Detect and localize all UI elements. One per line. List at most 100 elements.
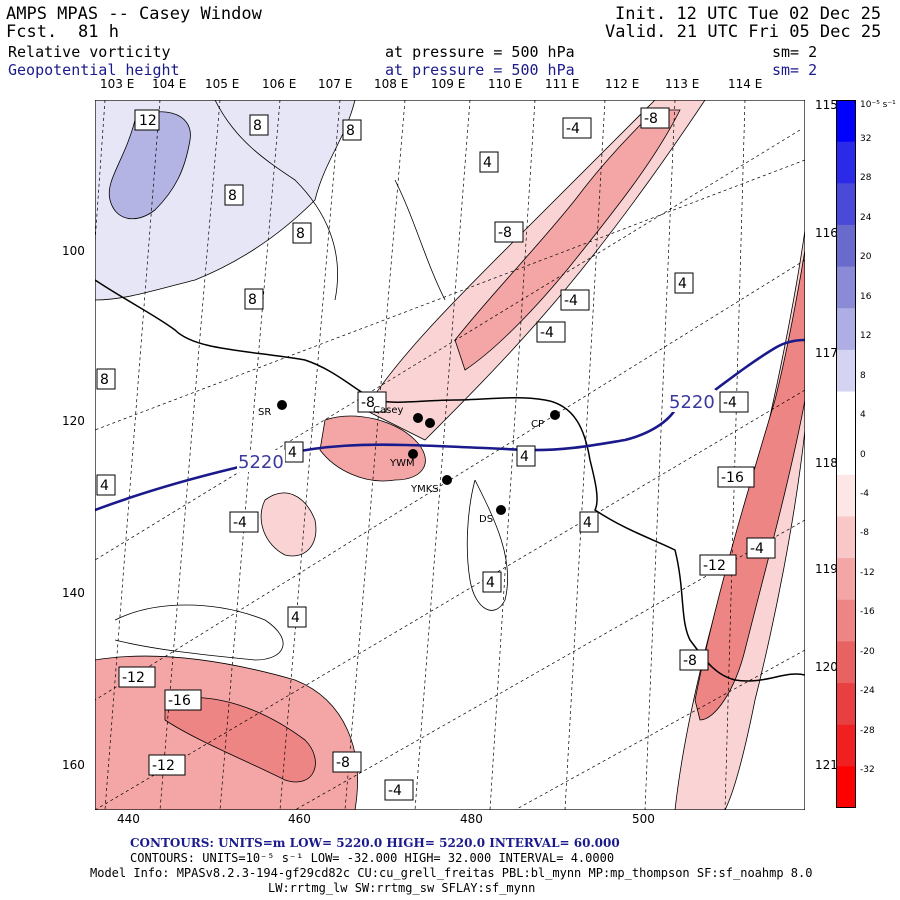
- contour-label: -16: [168, 693, 191, 709]
- positive-vorticity-core: [108, 111, 191, 219]
- station-label: SR: [258, 407, 271, 418]
- longitude-label: 110 E: [488, 77, 523, 91]
- station-marker: [550, 410, 560, 420]
- longitude-label: 114 E: [728, 77, 763, 91]
- station-label: DS: [479, 514, 493, 525]
- longitude-label: 113 E: [665, 77, 700, 91]
- contour-label: -12: [122, 670, 145, 686]
- station-label: CP: [531, 419, 544, 430]
- contour-label: -4: [388, 783, 402, 799]
- field-vorticity: Relative vorticity: [8, 43, 171, 61]
- longitude-label: 109 E: [431, 77, 466, 91]
- colorbar-level-label: 0: [860, 449, 866, 460]
- contour-label: 8: [253, 118, 262, 134]
- contour-label: 4: [291, 610, 300, 626]
- colorbar-swatch: [836, 516, 856, 559]
- colorbar-level-label: -8: [860, 528, 869, 539]
- station-label: Casey: [373, 405, 403, 416]
- station-marker: [277, 400, 287, 410]
- contour-label: -4: [566, 121, 580, 137]
- colorbar-level-label: 32: [860, 134, 872, 144]
- station-label: YWM: [389, 458, 415, 469]
- valid-time: Valid. 21 UTC Fri 05 Dec 25: [605, 22, 882, 42]
- longitude-label: 103 E: [100, 77, 135, 91]
- contour-label: -12: [703, 558, 726, 574]
- longitude-label: 107 E: [318, 77, 353, 91]
- longitude-label: 106 E: [262, 77, 297, 91]
- station-marker: [408, 449, 418, 459]
- colorbar-level-label: -16: [860, 607, 875, 618]
- colorbar-swatch: [836, 224, 856, 268]
- longitude-label: 112 E: [605, 77, 640, 91]
- colorbar-level-label: -20: [860, 646, 875, 657]
- colorbar-level-label: -4: [860, 488, 869, 499]
- colorbar-swatch: [836, 641, 856, 684]
- pressure-vorticity: at pressure = 500 hPa: [385, 43, 575, 61]
- contour-label: -8: [361, 395, 375, 411]
- colorbar-swatch: [836, 433, 856, 476]
- y-tick-label: 100: [62, 244, 85, 258]
- colorbar-level-label: -32: [860, 765, 875, 775]
- contour-label: 4: [678, 276, 687, 292]
- contour-label: -12: [152, 758, 175, 774]
- station-label: YMKS: [410, 484, 439, 495]
- colorbar-swatch: [836, 141, 856, 184]
- station-marker: [442, 475, 452, 485]
- contour-label: -16: [721, 470, 744, 486]
- x-tick-label: 440: [117, 812, 140, 826]
- contour-label: -4: [564, 293, 578, 309]
- y-tick-label: 160: [62, 758, 85, 772]
- colorbar-swatch: [836, 724, 856, 767]
- colorbar-swatch: [836, 474, 856, 517]
- colorbar-level-label: -12: [860, 567, 875, 578]
- contour-label-group: 12 8 8 8 8 8 8 -4 -8 4 -8 -4 -4 4 -4 -8 …: [96, 107, 776, 801]
- vorticity-map: 12 8 8 8 8 8 8 -4 -8 4 -8 -4 -4 4 -4 -8 …: [95, 100, 805, 810]
- colorbar-swatch: [836, 308, 856, 351]
- colorbar-level-label: -28: [860, 725, 875, 736]
- footer-model-info: Model Info: MPASv8.2.3-194-gf29cd82c CU:…: [90, 866, 813, 880]
- colorbar-swatch: [836, 100, 856, 143]
- coastline: [95, 279, 805, 682]
- colorbar-swatch: [836, 599, 856, 642]
- smoothing-vorticity: sm= 2: [772, 43, 818, 61]
- contour-label: -4: [233, 515, 247, 531]
- contour-label: 4: [583, 515, 592, 531]
- colorbar-level-label: 20: [860, 252, 872, 263]
- colorbar-swatch: [836, 349, 856, 393]
- contour-label: 4: [483, 155, 492, 171]
- colorbar-level-label: 12: [860, 331, 872, 342]
- footer-height-contours: CONTOURS: UNITS=m LOW= 5220.0 HIGH= 5220…: [130, 836, 620, 850]
- contour-label: 4: [100, 478, 109, 494]
- footer-physics: LW:rrtmg_lw SW:rrtmg_sw SFLAY:sf_mynn: [268, 881, 536, 895]
- colorbar-frame: [836, 100, 856, 808]
- contour-label: 8: [100, 372, 109, 388]
- colorbar: [836, 100, 856, 808]
- y-tick-label: 120: [62, 414, 85, 428]
- colorbar-level-label: 28: [860, 173, 872, 184]
- height-label: 5220: [238, 452, 284, 473]
- negative-vorticity-core-sw: [164, 697, 316, 783]
- contour-label: -4: [540, 325, 554, 341]
- colorbar-swatch: [836, 266, 856, 309]
- contour-label: 4: [520, 449, 529, 465]
- colorbar-swatch: [836, 766, 856, 808]
- geopotential-contour-5220: [95, 338, 805, 512]
- colorbar-level-label: 8: [860, 370, 866, 381]
- height-label-group: 5220 5220: [237, 390, 716, 473]
- contour-label: 8: [228, 188, 237, 204]
- x-tick-label: 460: [288, 812, 311, 826]
- y-tick-label: 140: [62, 586, 85, 600]
- colorbar-swatch: [836, 183, 856, 226]
- longitude-label: 108 E: [374, 77, 409, 91]
- contour-label: 8: [346, 123, 355, 139]
- colorbar-level-label: 4: [860, 410, 866, 421]
- x-tick-label: 500: [632, 812, 655, 826]
- colorbar-level-label: -24: [860, 686, 875, 697]
- pressure-geopotential: at pressure = 500 hPa: [385, 61, 575, 79]
- longitude-label: 104 E: [152, 77, 187, 91]
- contour-label: 8: [248, 292, 257, 308]
- station-group: SR Casey CP YWM YMKS DS: [258, 400, 560, 525]
- height-label: 5220: [669, 392, 715, 413]
- longitude-label: 105 E: [205, 77, 240, 91]
- contour-label: -4: [723, 395, 737, 411]
